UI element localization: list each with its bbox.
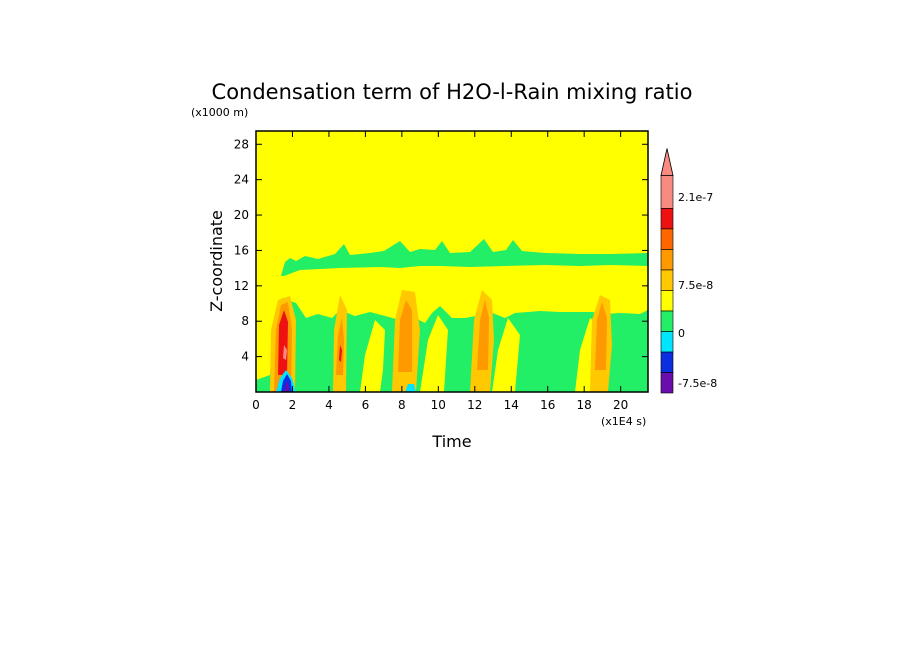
- x-axis-label: Time: [431, 432, 471, 451]
- x-unit-label: (x1E4 s): [601, 415, 646, 428]
- x-tick-label: 20: [613, 398, 628, 412]
- y-tick-label: 16: [234, 243, 249, 257]
- colorbar-label: 0: [678, 327, 685, 340]
- cyan-surface-patch-2: [405, 384, 416, 392]
- x-tick-label: 10: [431, 398, 446, 412]
- colorbar-swatch: [660, 290, 674, 312]
- x-tick-label: 8: [398, 398, 406, 412]
- convective-cell-3: [392, 290, 420, 392]
- y-axis-label: Z-coordinate: [207, 210, 226, 312]
- x-tick-label: 6: [362, 398, 370, 412]
- tropopause-green-band: [281, 239, 648, 276]
- blue-surface-patch: [281, 374, 292, 392]
- x-tick-label: 4: [325, 398, 333, 412]
- x-tick-label: 0: [252, 398, 260, 412]
- colorbar-swatch: [660, 249, 674, 271]
- colorbar-label: 2.1e-7: [678, 191, 713, 204]
- plot-frame: [255, 130, 649, 393]
- mid-yellow-gap-3: [492, 318, 520, 392]
- y-tick-label: 20: [234, 208, 249, 222]
- chart-title: Condensation term of H2O-l-Rain mixing r…: [212, 80, 693, 104]
- y-tick-label: 28: [234, 137, 249, 151]
- x-axis-ticks: 0 2 4 6 8 10 12 14 16 18 20: [252, 131, 628, 412]
- x-tick-label: 16: [540, 398, 555, 412]
- colorbar-swatch: [660, 208, 674, 230]
- colorbar-label: 7.5e-8: [678, 279, 713, 292]
- y-tick-label: 8: [241, 314, 249, 328]
- x-tick-label: 2: [289, 398, 297, 412]
- y-tick-label: 4: [241, 350, 249, 364]
- colorbar-swatch: [660, 175, 674, 209]
- purple-surface-patch: [284, 382, 289, 392]
- x-tick-label: 18: [577, 398, 592, 412]
- convective-cell-4: [470, 290, 494, 392]
- y-axis-ticks: 4 8 12 16 20 24 28: [234, 137, 648, 364]
- colorbar-swatch: [660, 228, 674, 250]
- convective-cell-2: [333, 295, 347, 392]
- colorbar-swatch: [660, 310, 674, 332]
- colorbar-extension-arrow: [660, 148, 674, 176]
- convective-cell-1: [270, 296, 296, 392]
- colorbar-swatch: [660, 372, 674, 394]
- y-unit-label: (x1000 m): [191, 106, 248, 119]
- plot-area: [256, 131, 648, 392]
- y-tick-label: 12: [234, 279, 249, 293]
- colorbar: 2.1e-7 7.5e-8 0 -7.5e-8: [660, 148, 717, 394]
- colorbar-label: -7.5e-8: [678, 377, 717, 390]
- y-tick-label: 24: [234, 173, 249, 187]
- convective-cell-5: [590, 295, 612, 392]
- mid-yellow-gap-1: [360, 320, 385, 392]
- colorbar-swatch: [660, 331, 674, 353]
- colorbar-swatch: [660, 351, 674, 373]
- x-tick-label: 12: [467, 398, 482, 412]
- colorbar-swatch: [660, 269, 674, 291]
- mid-yellow-gap-2: [420, 315, 448, 392]
- low-level-green-region: [256, 298, 648, 392]
- x-tick-label: 14: [504, 398, 519, 412]
